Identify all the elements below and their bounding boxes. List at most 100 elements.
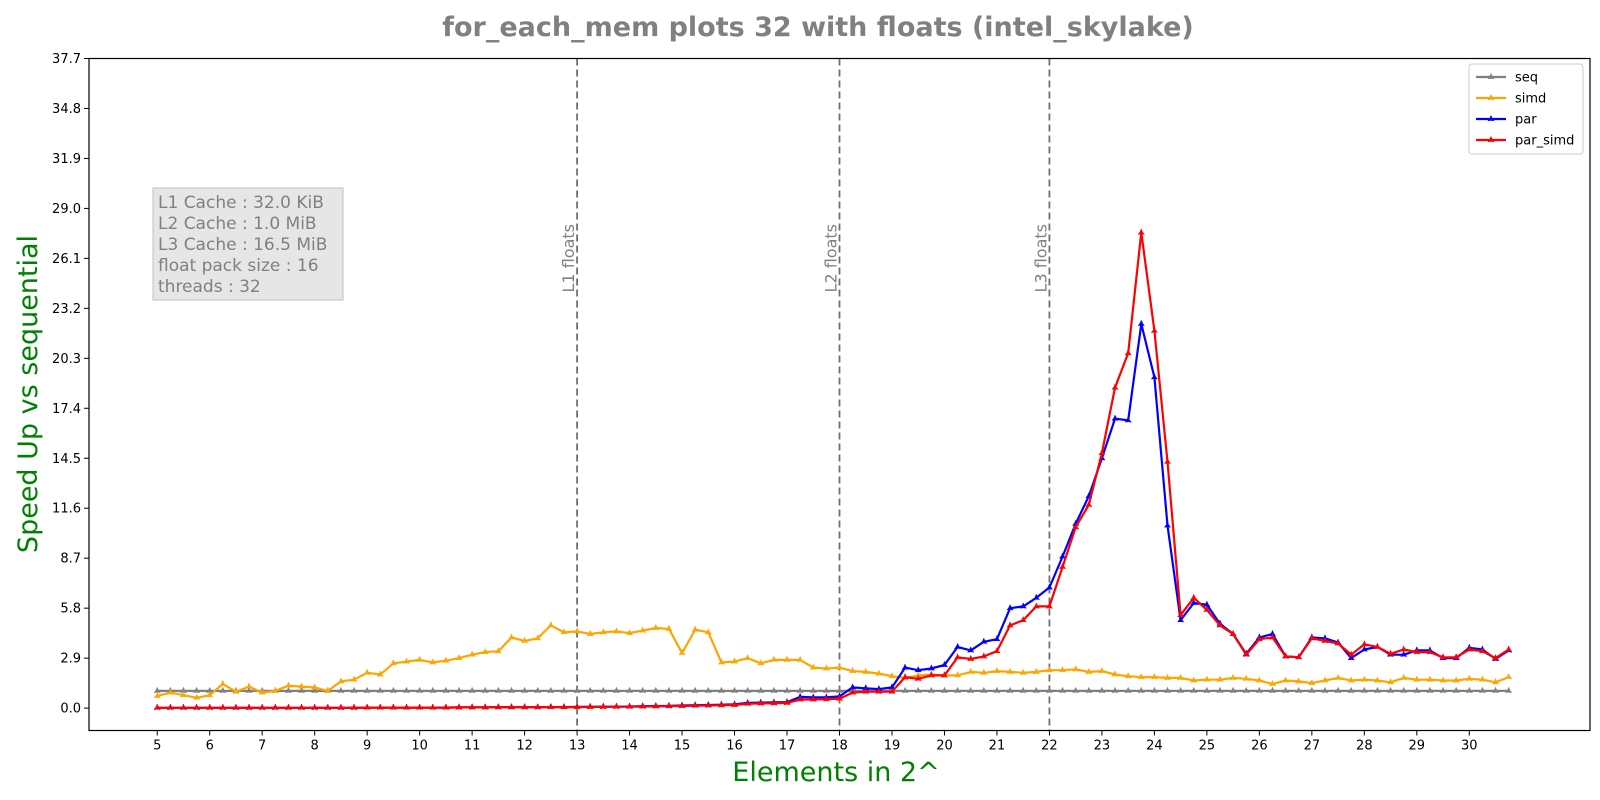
data-point <box>1203 605 1211 612</box>
data-point <box>1360 640 1368 647</box>
data-point <box>639 686 647 693</box>
data-point <box>415 655 424 662</box>
data-point <box>350 703 358 710</box>
data-point <box>324 686 332 693</box>
cache-info-line: float pack size : 16 <box>158 256 319 276</box>
data-point <box>1137 319 1145 326</box>
data-point <box>507 633 516 640</box>
data-point <box>402 703 411 710</box>
data-point <box>796 695 804 702</box>
data-point <box>1085 500 1093 507</box>
x-tick-label: 9 <box>363 739 371 754</box>
legend-label: par <box>1515 113 1537 128</box>
data-point <box>1452 676 1460 683</box>
data-point <box>1137 672 1145 680</box>
series-line <box>156 624 1510 699</box>
data-point <box>914 665 922 673</box>
data-point <box>848 666 857 674</box>
data-point <box>1163 673 1172 681</box>
data-point <box>665 624 673 631</box>
data-point <box>1465 686 1473 693</box>
data-point <box>770 655 778 662</box>
data-point <box>796 655 804 662</box>
data-point <box>376 670 384 677</box>
data-point <box>547 686 555 693</box>
data-point <box>481 686 489 693</box>
data-point <box>1058 665 1067 673</box>
x-tick-label: 26 <box>1251 739 1268 754</box>
series-par <box>153 319 1513 710</box>
data-point <box>678 686 686 693</box>
data-point <box>1085 686 1093 693</box>
data-point <box>415 703 424 710</box>
data-point <box>1439 686 1447 693</box>
y-tick-label: 11.6 <box>52 502 81 517</box>
data-point <box>757 699 765 706</box>
data-point <box>599 702 607 710</box>
data-point <box>206 690 214 698</box>
data-point <box>442 656 450 663</box>
data-series <box>153 228 1513 710</box>
data-point <box>835 694 844 701</box>
data-point <box>245 703 253 710</box>
data-point <box>757 659 765 666</box>
data-point <box>1491 686 1500 693</box>
data-point <box>271 703 279 710</box>
data-point <box>927 671 936 678</box>
data-point <box>652 623 660 631</box>
data-point <box>1137 228 1145 235</box>
data-point <box>1308 634 1316 641</box>
legend-label: par_simd <box>1515 134 1574 149</box>
data-point <box>1321 636 1329 644</box>
data-point <box>862 687 870 694</box>
cache-marker-label: L1 floats <box>559 224 578 292</box>
data-point <box>1255 676 1264 683</box>
data-point <box>586 629 594 637</box>
data-point <box>534 686 542 693</box>
data-point <box>980 686 988 693</box>
y-tick-label: 34.8 <box>52 102 81 117</box>
data-point <box>1452 686 1460 693</box>
data-point <box>455 703 463 710</box>
data-point <box>1137 686 1145 693</box>
data-point <box>1098 448 1106 456</box>
data-point <box>730 686 739 693</box>
data-point <box>743 699 752 706</box>
data-point <box>494 703 503 710</box>
data-point <box>822 686 831 693</box>
x-tick-label: 28 <box>1356 739 1373 754</box>
data-point <box>1150 686 1159 693</box>
data-point <box>494 647 503 654</box>
data-point <box>429 658 437 665</box>
series-simd <box>153 621 1513 700</box>
data-point <box>376 686 384 693</box>
data-point <box>1176 673 1185 681</box>
data-point <box>1400 673 1408 681</box>
series-line <box>157 322 1510 709</box>
data-point <box>967 686 975 693</box>
data-point <box>665 701 673 709</box>
data-point <box>599 686 607 693</box>
data-point <box>1190 686 1198 693</box>
data-point <box>783 655 791 662</box>
x-tick-label: 27 <box>1304 739 1321 754</box>
x-tick-label: 17 <box>779 739 796 754</box>
data-point <box>1504 645 1513 652</box>
data-point <box>1203 675 1211 682</box>
data-point <box>311 683 319 690</box>
data-point <box>547 621 555 628</box>
data-point <box>1216 621 1224 628</box>
data-point <box>429 703 437 710</box>
data-point <box>1032 667 1040 675</box>
data-point <box>350 686 358 693</box>
data-point <box>691 625 699 632</box>
data-point <box>1216 686 1224 693</box>
data-point <box>363 686 371 693</box>
data-point <box>980 652 988 659</box>
data-point <box>1019 686 1027 693</box>
data-point <box>232 687 240 694</box>
y-tick-label: 20.3 <box>52 352 81 367</box>
x-tick-label: 14 <box>621 739 638 754</box>
data-point <box>625 686 634 693</box>
data-point <box>192 703 201 710</box>
